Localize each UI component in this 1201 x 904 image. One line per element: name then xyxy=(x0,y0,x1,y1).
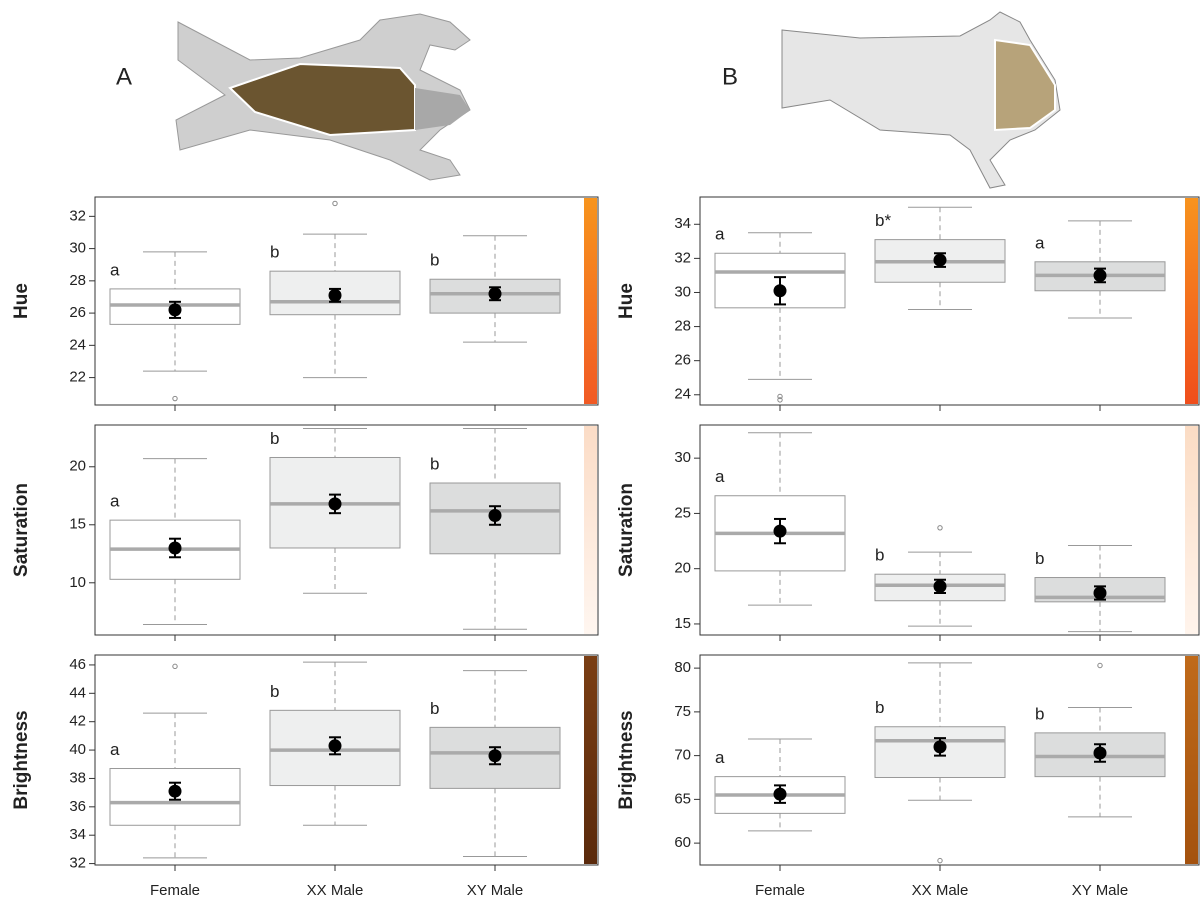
y-tick-label: 20 xyxy=(674,560,691,577)
significance-letter: b* xyxy=(875,211,891,230)
mean-point xyxy=(774,284,787,297)
x-tick-label: XX Male xyxy=(307,882,364,899)
mean-point xyxy=(774,525,787,538)
colorbar xyxy=(584,198,597,404)
y-axis-label: Hue xyxy=(11,283,32,319)
y-tick-label: 15 xyxy=(674,615,691,632)
x-tick-label: Female xyxy=(150,882,200,899)
mean-point xyxy=(169,541,182,554)
y-tick-label: 15 xyxy=(69,516,86,533)
mean-point xyxy=(1094,587,1107,600)
y-tick-label: 10 xyxy=(69,574,86,591)
figure: A B Hue 22 24 26 28 30 32 a b b Saturation 10 15 20 a b… xyxy=(0,0,1201,904)
mean-point xyxy=(329,739,342,752)
colorbar xyxy=(584,426,597,634)
y-tick-label: 42 xyxy=(69,713,86,730)
y-tick-label: 75 xyxy=(674,703,691,720)
y-tick-label: 28 xyxy=(69,272,86,289)
y-tick-label: 30 xyxy=(674,283,691,300)
y-tick-label: 24 xyxy=(69,336,86,353)
x-tick-label: XX Male xyxy=(912,882,969,899)
y-axis-label: Brightness xyxy=(616,710,637,809)
mean-point xyxy=(1094,747,1107,760)
panel-label: A xyxy=(116,63,132,90)
significance-letter: b xyxy=(875,698,884,717)
mean-point xyxy=(774,788,787,801)
significance-letter: a xyxy=(715,467,725,486)
significance-letter: b xyxy=(1035,549,1044,568)
mean-point xyxy=(169,303,182,316)
y-tick-label: 80 xyxy=(674,659,691,676)
y-tick-label: 26 xyxy=(69,304,86,321)
mean-point xyxy=(489,749,502,762)
y-tick-label: 46 xyxy=(69,656,86,673)
significance-letter: b xyxy=(430,251,439,270)
y-tick-label: 25 xyxy=(674,504,691,521)
y-tick-label: 34 xyxy=(674,215,691,232)
significance-letter: a xyxy=(110,492,120,511)
significance-letter: b xyxy=(270,682,279,701)
significance-letter: b xyxy=(1035,704,1044,723)
colorbar xyxy=(1185,198,1198,404)
mean-point xyxy=(1094,269,1107,282)
mean-point xyxy=(169,785,182,798)
colorbar xyxy=(1185,656,1198,864)
y-tick-label: 38 xyxy=(69,769,86,786)
y-tick-label: 65 xyxy=(674,790,691,807)
significance-letter: b xyxy=(430,454,439,473)
y-tick-label: 32 xyxy=(69,207,86,224)
y-tick-label: 30 xyxy=(674,449,691,466)
mean-point xyxy=(934,580,947,593)
frog-ventral-image xyxy=(782,12,1060,188)
y-tick-label: 70 xyxy=(674,747,691,764)
y-tick-label: 32 xyxy=(69,855,86,872)
y-tick-label: 32 xyxy=(674,249,691,266)
y-tick-label: 28 xyxy=(674,318,691,335)
mean-point xyxy=(934,740,947,753)
mean-point xyxy=(489,287,502,300)
y-tick-label: 36 xyxy=(69,798,86,815)
panel-label: B xyxy=(722,63,738,90)
y-tick-label: 44 xyxy=(69,684,86,701)
y-tick-label: 24 xyxy=(674,386,691,403)
x-tick-label: XY Male xyxy=(467,882,523,899)
mean-point xyxy=(489,509,502,522)
y-tick-label: 34 xyxy=(69,826,86,843)
significance-letter: b xyxy=(875,546,884,565)
y-tick-label: 22 xyxy=(69,369,86,386)
y-axis-label: Saturation xyxy=(616,483,637,577)
significance-letter: b xyxy=(270,429,279,448)
x-tick-label: XY Male xyxy=(1072,882,1128,899)
colorbar xyxy=(584,656,597,864)
y-tick-label: 20 xyxy=(69,458,86,475)
significance-letter: a xyxy=(715,225,725,244)
x-tick-label: Female xyxy=(755,882,805,899)
mean-point xyxy=(934,254,947,267)
significance-letter: b xyxy=(430,699,439,718)
y-tick-label: 30 xyxy=(69,240,86,257)
y-axis-label: Saturation xyxy=(11,483,32,577)
significance-letter: a xyxy=(110,260,120,279)
significance-letter: a xyxy=(1035,233,1045,252)
y-tick-label: 60 xyxy=(674,834,691,851)
y-axis-label: Hue xyxy=(616,283,637,319)
significance-letter: a xyxy=(715,748,725,767)
frog-dorsal-image xyxy=(176,14,470,180)
mean-point xyxy=(329,497,342,510)
mean-point xyxy=(329,289,342,302)
y-tick-label: 40 xyxy=(69,741,86,758)
significance-letter: a xyxy=(110,740,120,759)
y-tick-label: 26 xyxy=(674,352,691,369)
colorbar xyxy=(1185,426,1198,634)
significance-letter: b xyxy=(270,243,279,262)
y-axis-label: Brightness xyxy=(11,710,32,809)
